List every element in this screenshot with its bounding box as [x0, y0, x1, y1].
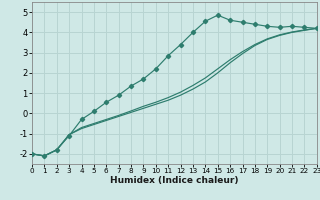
X-axis label: Humidex (Indice chaleur): Humidex (Indice chaleur) [110, 176, 239, 185]
